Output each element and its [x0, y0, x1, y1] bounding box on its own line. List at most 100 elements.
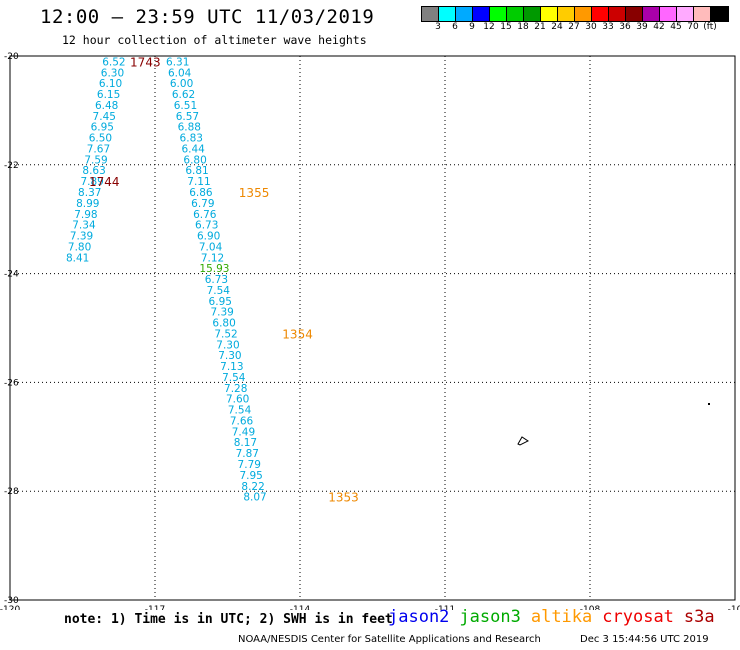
latitude-tick-label: -30 [4, 596, 19, 606]
colorbar-swatch [541, 7, 558, 21]
colorbar-swatch [626, 7, 643, 21]
wave-height-reading: 6.86 [189, 187, 213, 199]
wave-height-reading: 8.22 [241, 481, 264, 493]
latitude-tick-label: -20 [4, 52, 19, 62]
generation-timestamp: Dec 3 15:44:56 UTC 2019 [580, 634, 709, 645]
chart-subtitle: 12 hour collection of altimeter wave hei… [62, 33, 367, 47]
colorbar-tick: 9 [469, 22, 475, 32]
wave-height-reading: 6.95 [209, 296, 232, 308]
longitude-tick-label: -111 [435, 605, 455, 610]
colorbar-tick: 12 [483, 22, 495, 32]
colorbar-tick: 27 [568, 22, 580, 32]
latitude-tick-label: -26 [4, 378, 19, 388]
latitude-tick-label: -24 [4, 270, 19, 280]
wave-height-reading: 7.80 [68, 241, 91, 253]
wave-height-reading: 6.83 [180, 133, 203, 145]
pass-number-label: 1355 [239, 186, 270, 200]
wave-height-reading: 8.07 [243, 492, 266, 504]
colorbar-swatch [558, 7, 575, 21]
wave-height-reading: 6.95 [91, 122, 114, 134]
wave-height-reading: 7.67 [87, 143, 110, 155]
satellite-legend-entry: jason2 [388, 607, 450, 627]
satellite-legend-entry: jason3 [459, 607, 521, 627]
wave-height-reading: 7.30 [216, 339, 239, 351]
pass-number-label: 1353 [328, 491, 359, 505]
wave-height-reading: 7.04 [199, 241, 223, 253]
wave-height-reading: 6.76 [193, 209, 217, 221]
wave-height-reading: 6.31 [166, 56, 189, 68]
wave-height-reading: 7.52 [214, 328, 237, 340]
island-outline [517, 436, 529, 446]
wave-height-reading: 6.51 [174, 100, 197, 112]
colorbar-tick: 30 [585, 22, 597, 32]
chart-title: 12:00 — 23:59 UTC 11/03/2019 [40, 6, 375, 28]
colorbar-tick: 42 [653, 22, 665, 32]
wave-height-reading: 6.15 [97, 89, 120, 101]
latitude-tick-label: -22 [4, 161, 19, 171]
colorbar-tick: 18 [517, 22, 529, 32]
wave-height-reading: 7.89 [80, 176, 103, 188]
wave-height-reading: 6.80 [212, 318, 235, 330]
colorbar-swatch [711, 7, 728, 21]
satellite-legend-entry: altika [530, 607, 593, 627]
colorbar-swatch [592, 7, 609, 21]
wave-height-reading: 7.12 [201, 252, 224, 264]
wave-height-reading: 7.34 [72, 220, 96, 232]
colorbar-tick-labels: 3 6 9 12 15 18 21 24 27 30 33 36 39 42 45 70 (ft) [421, 22, 740, 34]
colorbar-swatch [575, 7, 592, 21]
colorbar-tick: 39 [636, 22, 648, 32]
wave-height-reading: 7.54 [222, 372, 246, 384]
colorbar-swatch [677, 7, 694, 21]
wave-height-reading: 6.79 [191, 198, 214, 210]
wave-height-reading: 7.28 [224, 383, 247, 395]
colorbar-swatch [473, 7, 490, 21]
colorbar-swatch [507, 7, 524, 21]
colorbar-tick: 3 [435, 22, 441, 32]
latitude-tick-label: -28 [4, 487, 19, 497]
wave-height-reading: 7.45 [93, 111, 116, 123]
longitude-tick-label: -108 [580, 605, 601, 610]
colorbar-swatch [439, 7, 456, 21]
wave-height-reading: 6.90 [197, 231, 220, 243]
wave-height-colorbar [421, 6, 729, 22]
wave-height-reading: 7.79 [238, 459, 261, 471]
wave-height-reading: 15.93 [199, 263, 229, 275]
pass-number-label: 1744 [89, 175, 120, 189]
wave-height-reading: 7.49 [232, 426, 255, 438]
credit-line: NOAA/NESDIS Center for Satellite Applica… [238, 634, 541, 645]
colorbar-tick: (ft) [703, 22, 717, 32]
wave-height-reading: 6.00 [170, 78, 193, 90]
colorbar-tick: 15 [500, 22, 512, 32]
wave-height-reading: 6.48 [95, 100, 118, 112]
units-note: note: 1) Time is in UTC; 2) SWH is in fe… [64, 612, 393, 627]
colorbar-swatch [456, 7, 473, 21]
wave-height-reading: 7.11 [187, 176, 210, 188]
map-border [9, 55, 736, 601]
island-dot [708, 403, 710, 405]
wave-height-reading: 7.60 [226, 394, 249, 406]
wave-height-reading: 6.88 [178, 122, 201, 134]
wave-height-reading: 8.37 [78, 187, 101, 199]
colorbar-tick: 21 [534, 22, 546, 32]
colorbar-swatch [524, 7, 541, 21]
wave-height-reading: 7.87 [236, 448, 259, 460]
wave-height-reading: 8.63 [82, 165, 105, 177]
longitude-tick-label: -10 [728, 605, 740, 610]
wave-height-reading: 6.81 [185, 165, 208, 177]
longitude-tick-label: -117 [145, 605, 165, 610]
wave-height-reading: 8.41 [66, 252, 89, 264]
pass-number-label: 1354 [282, 327, 313, 341]
colorbar-tick: 36 [619, 22, 631, 32]
colorbar-tick: 45 [670, 22, 682, 32]
satellite-legend-entry: cryosat [602, 607, 674, 627]
wave-height-reading: 6.10 [99, 78, 122, 90]
wave-height-reading: 6.50 [89, 133, 112, 145]
wave-height-reading: 7.54 [228, 405, 252, 417]
colorbar-tick: 33 [602, 22, 614, 32]
wave-height-reading: 6.62 [172, 89, 195, 101]
wave-height-reading: 8.17 [234, 437, 257, 449]
wave-height-reading: 7.39 [70, 231, 93, 243]
colorbar-swatch [643, 7, 660, 21]
wave-height-reading: 7.39 [210, 307, 233, 319]
wave-height-reading: 7.30 [218, 350, 241, 362]
